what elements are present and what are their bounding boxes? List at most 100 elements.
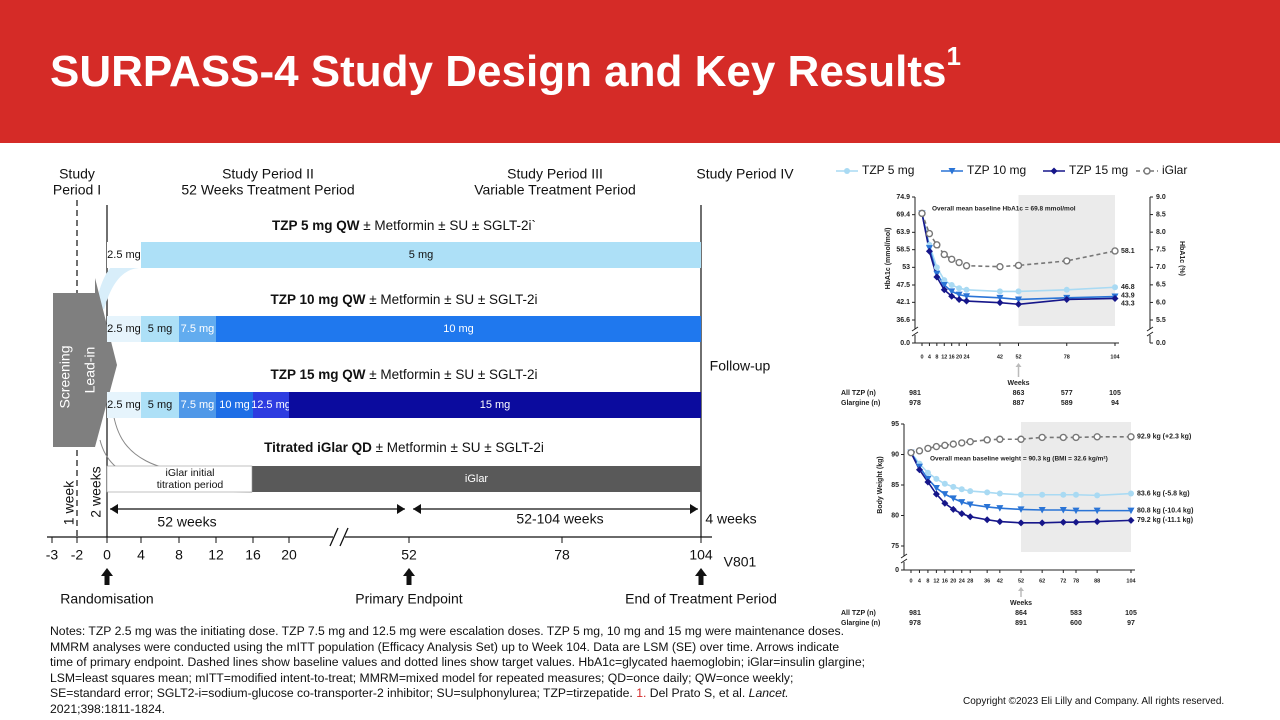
point [940,286,948,294]
ref-citation: 2021;398:1811-1824. [50,701,165,716]
x-tick-label: 28 [967,578,973,584]
point [949,440,958,448]
point [996,490,1003,497]
timeline-label: 4 [137,547,145,563]
y-axis-title: Body Weight (kg) [877,456,884,513]
y-tick-label: 0 [895,567,899,574]
point [1127,516,1135,524]
axis-break [900,553,908,564]
point [956,285,963,292]
arm-drug: TZP 5 mg QW [272,218,360,233]
point [958,510,966,518]
y2-tick-label: 6.0 [1156,299,1166,306]
n-value: 891 [1015,620,1027,627]
timeline-label: -2 [71,547,84,563]
point [941,499,949,507]
arm-background: ± Metformin ± SU ± SGLT-2i [372,440,544,455]
n-value: 94 [1111,400,1119,407]
point [924,478,932,486]
duration-label: 4 weeks [705,511,756,527]
point [1072,433,1080,442]
point [1072,507,1080,515]
y-tick-label: 69.4 [896,212,910,219]
timeline-label: 12 [208,547,224,563]
x-tick-label: 24 [959,578,966,584]
point [1063,295,1071,303]
duration-label: 2 weeks [88,466,104,517]
point [932,490,940,498]
point [963,297,971,305]
point [940,250,948,259]
point [1017,435,1025,443]
dose-segment [141,316,179,342]
ref-journal: Lancet. [748,686,789,701]
weeks-label: Weeks [1007,380,1029,387]
point [933,241,941,249]
y-tick-label: 58.5 [896,247,910,254]
arm-label: Titrated iGlar QD ± Metformin ± SU ± SGL… [264,440,544,455]
legend-label: TZP 15 mg [1069,163,1128,177]
n-row-label: All TZP (n) [841,390,876,397]
end-label: 43.3 [1121,300,1135,307]
point [1063,286,1070,293]
weeks-arrow [1015,363,1022,367]
point [949,495,957,502]
n-value: 577 [1061,390,1073,397]
point [955,295,963,303]
dose-label: 15 mg [480,399,511,411]
axis-break [1146,326,1154,337]
end-label: 43.9 [1121,292,1135,299]
dose-label: 7.5 mg [181,399,215,411]
y2-tick-label: 5.5 [1156,317,1166,324]
arrow-head [413,504,421,514]
header-band [0,0,1280,143]
x-tick-label: 104 [1126,578,1136,584]
point [948,288,956,295]
end-label: 92.9 kg (+2.3 kg) [1137,434,1191,441]
dose-label: 12.5 mg [251,399,291,411]
x-tick-label: 88 [1094,578,1100,584]
point [1072,518,1080,526]
point [958,486,965,493]
n-value: 864 [1015,610,1027,617]
point [933,475,940,482]
y-tick-label: 90 [891,451,899,458]
x-tick-label: 12 [941,354,947,360]
point [933,264,940,271]
point [996,435,1004,443]
dose-segment [252,466,701,492]
duration-label: 52-104 weeks [516,511,603,527]
x-tick-label: 42 [997,578,1003,584]
arrow-head [690,504,698,514]
point [958,499,966,506]
point [983,516,991,524]
period-subtitle: Period I [53,182,101,198]
legend-marker [948,168,956,175]
connector [97,255,141,310]
point [1060,491,1067,498]
x-tick-label: 12 [933,578,939,584]
x-tick-label: 36 [984,578,990,584]
point [918,209,926,218]
dose-segment [107,242,141,268]
legend-label: iGlar [1162,163,1187,177]
dose-segment [179,316,216,342]
point [983,503,991,511]
chart-annotation: Overall mean baseline HbA1c = 69.8 mmol/… [932,206,1076,213]
follow-up-label: Follow-up [710,358,771,374]
arm-label: TZP 5 mg QW ± Metformin ± SU ± SGLT-2i` [272,218,536,233]
ref-authors: Del Prato S, et al. [649,686,746,701]
n-row-label: Glargine (n) [841,400,880,407]
point [1039,491,1046,498]
x-tick-label: 62 [1039,578,1045,584]
series-line [910,436,1131,454]
n-value: 863 [1013,390,1025,397]
dose-segment [141,242,701,268]
point [940,281,948,289]
x-tick-label: 0 [909,578,912,584]
legend-label: TZP 10 mg [967,163,1026,177]
n-row-label: All TZP (n) [841,610,876,617]
point [955,291,963,299]
